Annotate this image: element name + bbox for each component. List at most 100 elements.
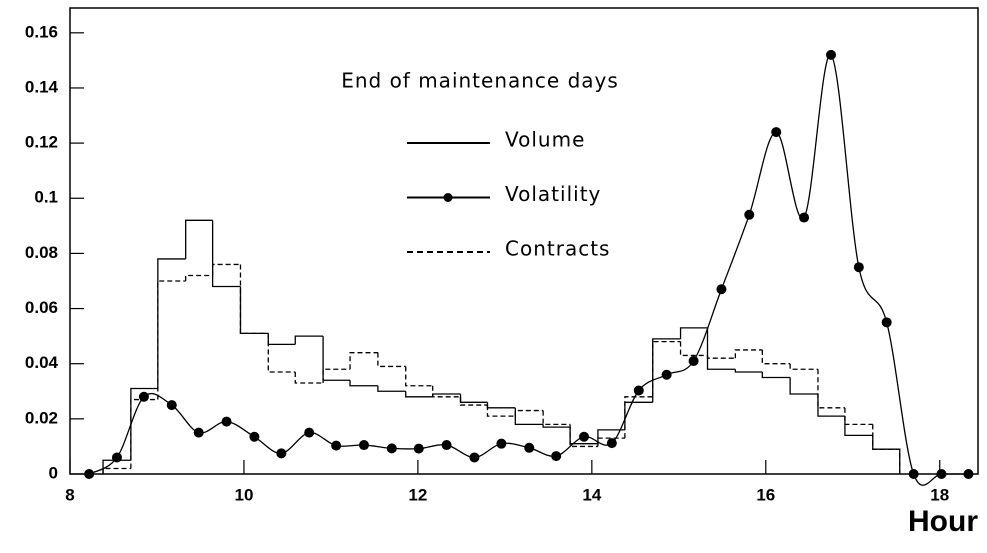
- histogram-step: [486, 405, 516, 417]
- volatility-point: [193, 427, 204, 438]
- histogram-step: [706, 327, 736, 370]
- annotation: End of maintenance days: [341, 69, 619, 93]
- volatility-point: [331, 440, 342, 451]
- x-tick-label: 18: [930, 485, 949, 504]
- volatility-point: [661, 369, 672, 380]
- y-tick-label: 0: [49, 463, 58, 482]
- histogram-step: [734, 369, 763, 373]
- histogram-step: [211, 220, 241, 288]
- histogram-step: [377, 385, 406, 392]
- volatility-point: [744, 209, 755, 220]
- histogram-step: [130, 398, 158, 469]
- histogram-step: [652, 338, 681, 403]
- histogram-step: [597, 437, 625, 447]
- histogram-step: [514, 409, 544, 417]
- histogram-step: [211, 263, 241, 276]
- y-tick-label: 0.04: [25, 353, 59, 372]
- histogram-step: [844, 407, 873, 426]
- y-tick-label: 0.14: [25, 77, 59, 96]
- histogram-step: [679, 341, 708, 357]
- histogram-step: [294, 371, 324, 384]
- x-axis-label: Hour: [908, 505, 978, 538]
- volatility-point: [276, 448, 287, 459]
- legend-marker: [443, 193, 453, 202]
- histogram-step: [817, 369, 845, 409]
- y-tick-label: 0.12: [25, 133, 58, 152]
- histogram-step: [322, 336, 351, 381]
- volatility-point: [111, 452, 122, 463]
- volatility-point: [138, 391, 149, 402]
- histogram-step: [185, 274, 213, 281]
- y-tick-label: 0.02: [25, 408, 58, 427]
- volatility-point: [441, 440, 452, 451]
- y-tick-label: 0.16: [25, 22, 58, 41]
- y-tick-label: 0.1: [34, 188, 58, 207]
- histogram-step: [405, 391, 433, 398]
- volatility-point: [771, 127, 782, 138]
- histogram-step: [652, 340, 681, 397]
- histogram-step: [267, 333, 296, 373]
- histogram-step: [459, 394, 488, 403]
- histogram-step: [322, 368, 351, 384]
- histogram-step: [459, 396, 488, 406]
- histogram-step: [844, 416, 873, 437]
- y-tick-label: 0.06: [25, 298, 58, 317]
- histogram-step: [267, 333, 296, 346]
- histogram-step: [377, 352, 406, 368]
- histogram-step: [569, 424, 598, 448]
- volatility-point: [936, 469, 947, 479]
- y-tick-label: 0.08: [25, 243, 58, 262]
- histogram-step: [405, 366, 433, 387]
- volatility-point: [304, 427, 315, 438]
- histogram-step: [157, 280, 186, 400]
- volatility-point: [413, 443, 424, 454]
- volatility-point: [881, 317, 892, 328]
- volatility-line: [88, 54, 969, 486]
- histogram-step: [542, 424, 571, 428]
- volatility-point: [853, 262, 864, 273]
- volatility-point: [963, 469, 974, 479]
- histogram-step: [486, 402, 516, 409]
- x-tick-label: 12: [408, 485, 427, 504]
- histogram-step: [102, 467, 131, 474]
- volatility-point: [386, 443, 397, 454]
- volatility-point: [469, 452, 480, 463]
- histogram-step: [597, 429, 625, 444]
- histogram-step: [789, 363, 818, 370]
- histogram-step: [761, 349, 791, 365]
- volatility-point: [606, 438, 617, 449]
- histogram-step: [734, 349, 763, 359]
- volatility-point: [221, 416, 232, 427]
- legend-label: Contracts: [505, 237, 610, 261]
- histogram-step: [789, 377, 818, 395]
- volatility-point: [524, 442, 535, 453]
- histogram-step: [349, 380, 378, 387]
- histogram-step: [542, 410, 571, 426]
- histogram-step: [761, 371, 791, 379]
- x-tick-label: 14: [582, 485, 601, 504]
- histogram-step: [679, 327, 708, 339]
- histogram-step: [185, 219, 213, 259]
- volatility-point: [84, 469, 95, 479]
- volatility-point: [496, 438, 507, 449]
- x-tick-label: 16: [756, 485, 775, 504]
- x-tick-label: 8: [65, 485, 74, 504]
- volatility-point: [249, 431, 260, 442]
- histogram-step: [239, 286, 269, 335]
- volatility-point: [826, 49, 837, 60]
- histogram-step: [157, 258, 186, 389]
- histogram-step: [432, 385, 461, 398]
- histogram-step: [624, 396, 653, 439]
- plot-frame: [69, 7, 979, 475]
- histogram-step: [872, 435, 901, 474]
- histogram-step: [239, 264, 269, 335]
- volatility-point: [716, 284, 727, 295]
- volatility-point: [908, 469, 919, 479]
- volatility-point: [799, 212, 810, 223]
- volatility-point: [551, 451, 562, 462]
- histogram-step: [294, 335, 324, 345]
- volatility-point: [579, 431, 590, 442]
- volatility-point: [358, 440, 369, 451]
